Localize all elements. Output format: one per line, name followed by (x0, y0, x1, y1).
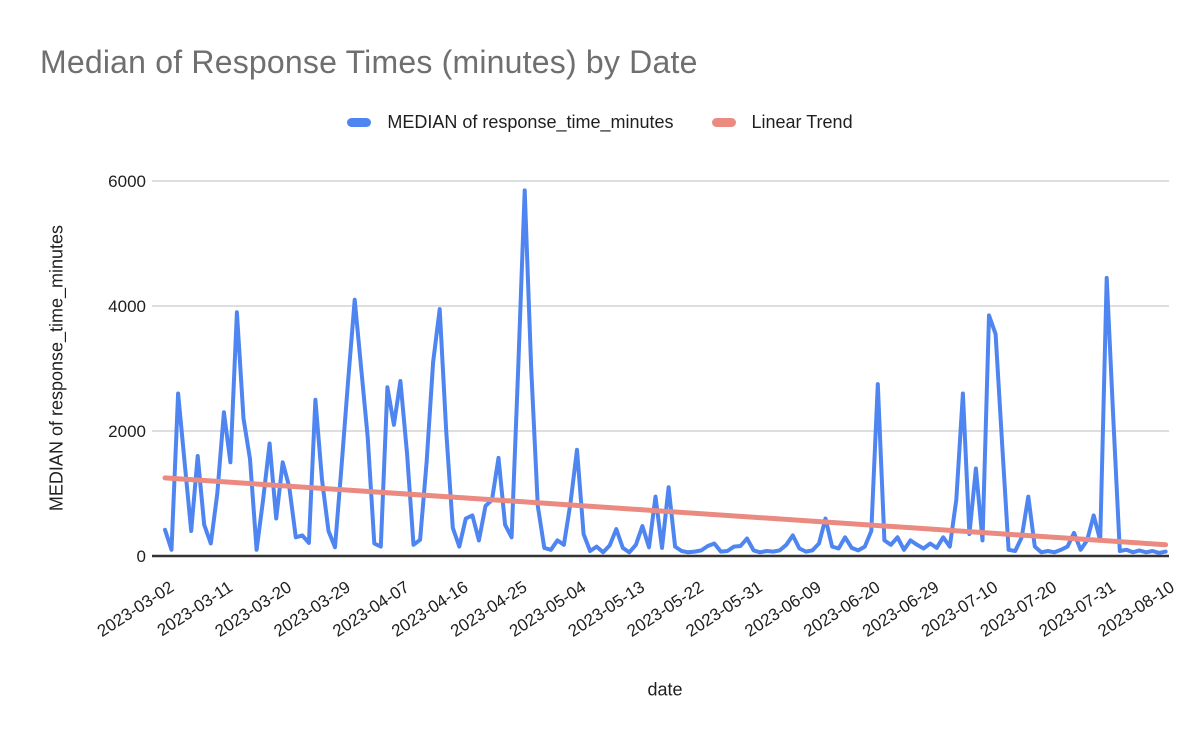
y-tick-label: 4000 (108, 297, 146, 316)
median-series-line (163, 188, 1168, 555)
legend-label-median: MEDIAN of response_time_minutes (387, 112, 674, 132)
median-series-swatch-icon (347, 118, 372, 127)
y-tick-label: 6000 (108, 172, 146, 191)
legend: MEDIAN of response_time_minutes Linear T… (0, 112, 1200, 133)
trend-series-swatch-icon (711, 118, 736, 127)
y-tick-label: 0 (137, 547, 146, 566)
chart-title: Median of Response Times (minutes) by Da… (40, 44, 698, 80)
y-tick-label: 2000 (108, 422, 146, 441)
legend-item-trend: Linear Trend (711, 112, 853, 133)
legend-label-trend: Linear Trend (751, 112, 853, 132)
trend-line (162, 475, 1169, 548)
x-axis-title: date (647, 679, 683, 700)
y-axis-title: MEDIAN of response_time_minutes (46, 224, 67, 512)
legend-item-median: MEDIAN of response_time_minutes (347, 112, 674, 133)
